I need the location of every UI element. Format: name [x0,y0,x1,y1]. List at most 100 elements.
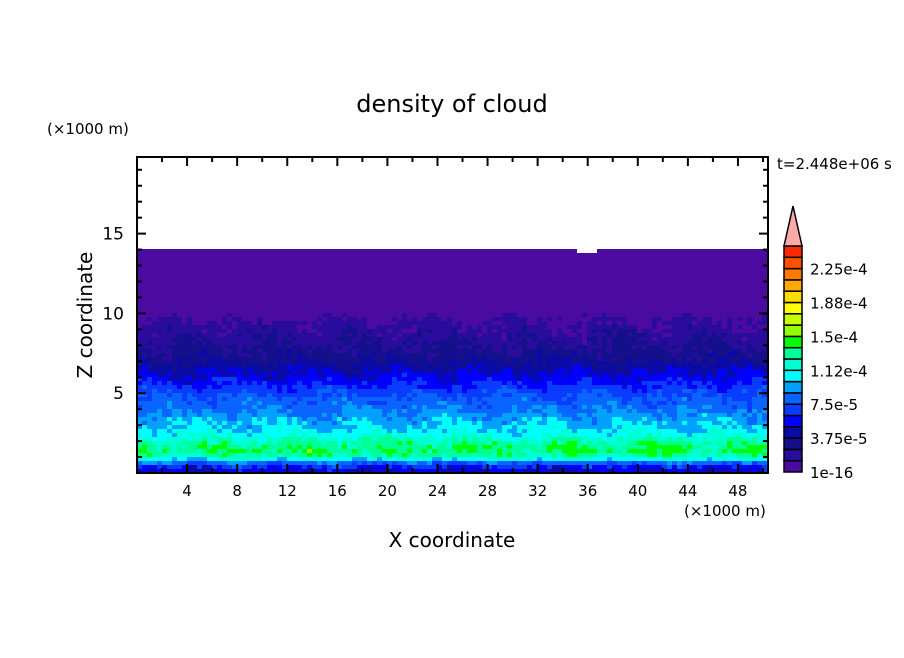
contour-cell [487,365,492,369]
contour-cell [247,425,252,429]
contour-cell [387,425,392,429]
contour-cell [617,389,622,393]
contour-cell [187,345,192,349]
contour-cell [407,421,412,425]
contour-cell [307,469,312,473]
contour-cell [217,329,222,333]
contour-cell [442,417,447,421]
contour-cell [717,353,722,357]
contour-cell [747,417,752,421]
contour-cell [392,393,397,397]
contour-cell [637,357,642,361]
contour-cell [547,405,552,409]
contour-cell [217,413,222,417]
contour-cell [422,345,427,349]
contour-cell [497,453,502,457]
contour-cell [607,369,612,373]
contour-cell [527,393,532,397]
contour-cell [337,425,342,429]
contour-cell [452,369,457,373]
contour-cell [692,441,697,445]
contour-cell [487,433,492,437]
contour-cell [317,349,322,353]
contour-cell [462,453,467,457]
contour-cell [187,353,192,357]
contour-cell [312,457,317,461]
contour-cell [742,429,747,433]
contour-cell [542,393,547,397]
contour-cell [657,329,662,333]
contour-cell [332,401,337,405]
contour-cell [577,365,582,369]
contour-cell [447,389,452,393]
contour-cell [142,321,147,325]
contour-cell [362,337,367,341]
contour-cell [302,397,307,401]
contour-cell [512,441,517,445]
contour-cell [377,337,382,341]
contour-cell [392,329,397,333]
contour-cell [212,321,217,325]
contour-cell [382,401,387,405]
contour-cell [667,445,672,449]
contour-cell [322,401,327,405]
contour-cell [757,429,762,433]
contour-cell [352,437,357,441]
contour-cell [552,389,557,393]
contour-cell [747,357,752,361]
contour-cell [227,353,232,357]
contour-cell [187,449,192,453]
contour-cell [422,417,427,421]
contour-cell [727,345,732,349]
contour-cell [762,445,767,449]
contour-cell [587,437,592,441]
contour-cell [737,437,742,441]
contour-cell [267,409,272,413]
contour-cell [382,361,387,365]
contour-cell [547,385,552,389]
contour-cell [667,409,672,413]
contour-cell [362,369,367,373]
contour-cell [137,469,142,473]
contour-cell [427,365,432,369]
contour-cell [347,349,352,353]
contour-cell [717,337,722,341]
contour-cell [517,397,522,401]
contour-cell [372,389,377,393]
contour-cell [427,377,432,381]
contour-cell [472,465,477,469]
contour-cell [407,369,412,373]
contour-cell [327,385,332,389]
contour-cell [427,429,432,433]
contour-cell [287,313,292,317]
contour-cell [212,409,217,413]
contour-cell [222,433,227,437]
contour-cell [607,341,612,345]
contour-cell [222,329,227,333]
contour-cell [717,373,722,377]
contour-cell [232,453,237,457]
contour-cell [467,449,472,453]
contour-cell [487,321,492,325]
contour-cell [167,365,172,369]
contour-cell [732,421,737,425]
contour-cell [252,325,257,329]
contour-cell [742,389,747,393]
contour-cell [237,417,242,421]
contour-cell [567,373,572,377]
contour-cell [447,361,452,365]
contour-cell [327,373,332,377]
contour-cell [687,385,692,389]
contour-cell [432,389,437,393]
contour-cell [297,321,302,325]
contour-cell [262,433,267,437]
contour-cell [577,469,582,473]
contour-cell [702,425,707,429]
contour-cell [472,373,477,377]
contour-cell [357,317,362,321]
contour-cell [407,461,412,465]
contour-cell [292,461,297,465]
contour-cell [617,453,622,457]
contour-cell [262,437,267,441]
contour-cell [507,393,512,397]
